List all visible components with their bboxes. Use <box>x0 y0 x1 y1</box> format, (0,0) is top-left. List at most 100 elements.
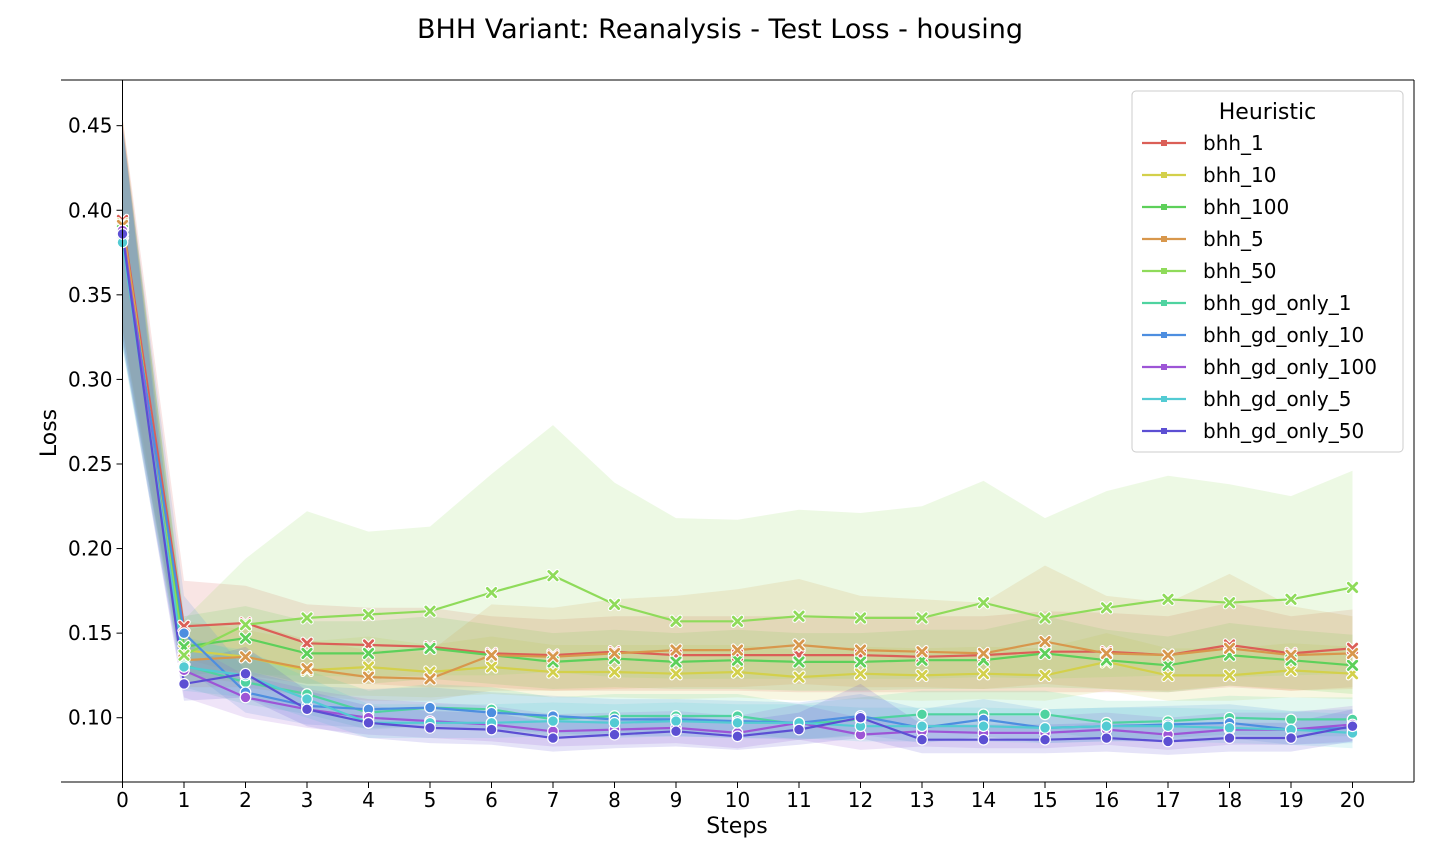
marker-cross <box>301 647 313 660</box>
data-point-bhh-50 <box>1038 611 1052 625</box>
data-point-bhh-gd-only-50 <box>424 721 436 734</box>
data-point-bhh-gd-only-50 <box>1100 732 1113 744</box>
marker-cross <box>731 644 744 656</box>
marker-cross <box>916 612 928 624</box>
marker-cross <box>424 642 436 654</box>
data-point-bhh-5 <box>1284 648 1298 662</box>
marker-cross <box>854 656 867 668</box>
legend-label: bhh_100 <box>1203 195 1289 219</box>
data-point-bhh-gd-only-50 <box>1162 735 1174 748</box>
marker-cross <box>793 656 805 668</box>
marker-cross <box>977 668 990 680</box>
data-point-bhh-10 <box>915 668 929 683</box>
data-point-bhh-gd-only-5 <box>670 715 682 728</box>
data-point-bhh-50 <box>300 611 314 625</box>
legend-entry-bhh-gd-only-100: bhh_gd_only_100 <box>1142 355 1377 379</box>
data-point-bhh-gd-only-50 <box>362 716 375 729</box>
legend-swatch-marker <box>1161 300 1167 306</box>
data-point-bhh-50 <box>546 568 560 583</box>
data-point-bhh-gd-only-100 <box>239 691 252 704</box>
data-point-bhh-gd-only-5 <box>608 716 621 729</box>
y-tick-label: 0.10 <box>68 706 113 730</box>
data-point-bhh-gd-only-10 <box>178 627 190 640</box>
legend: Heuristic bhh_1 bhh_10 bhh_100 bhh_5 bhh_50bh… <box>1131 90 1404 453</box>
data-point-bhh-5 <box>792 638 806 652</box>
legend-label: bhh_gd_only_100 <box>1203 355 1377 379</box>
marker-cross <box>301 663 313 675</box>
marker-cross <box>1346 647 1359 660</box>
legend-label: bhh_gd_only_5 <box>1203 387 1351 411</box>
marker-cross <box>1162 649 1174 661</box>
data-point-bhh-50 <box>1161 592 1175 607</box>
marker-cross <box>485 586 498 599</box>
data-point-bhh-50 <box>1222 595 1237 610</box>
marker-cross <box>1223 669 1236 682</box>
data-point-bhh-gd-only-50 <box>239 667 252 680</box>
marker-cross <box>1039 669 1051 682</box>
data-point-bhh-gd-only-5 <box>1223 721 1236 734</box>
data-point-bhh-5 <box>853 643 868 657</box>
legend-swatch-marker <box>1161 428 1167 434</box>
data-point-bhh-50 <box>1284 592 1298 607</box>
data-point-bhh-100 <box>361 646 376 661</box>
data-point-bhh-100 <box>300 646 314 661</box>
marker-cross <box>239 619 252 631</box>
data-point-bhh-100 <box>423 641 437 656</box>
data-point-bhh-10 <box>607 665 622 679</box>
data-point-bhh-10 <box>792 670 806 684</box>
data-point-bhh-gd-only-5 <box>547 715 559 728</box>
legend-title: Heuristic <box>1219 100 1316 125</box>
marker-cross <box>670 615 682 627</box>
data-point-bhh-10 <box>853 667 868 681</box>
data-point-bhh-10 <box>669 667 683 681</box>
marker-cross <box>977 597 990 609</box>
data-point-bhh-gd-only-50 <box>178 677 190 690</box>
data-point-bhh-5 <box>1038 634 1052 649</box>
x-tick-label: 17 <box>1155 788 1180 812</box>
legend-swatch-marker <box>1161 364 1167 370</box>
marker-cross <box>1162 659 1174 671</box>
data-point-bhh-10 <box>484 660 499 674</box>
data-point-bhh-5 <box>546 650 560 664</box>
confidence-band-bhh-10 <box>122 117 1353 701</box>
data-point-bhh-gd-only-1 <box>916 708 928 721</box>
data-point-bhh-50 <box>853 611 868 625</box>
marker-cross <box>854 612 867 624</box>
marker-cross <box>239 651 252 663</box>
data-point-bhh-10 <box>1222 668 1237 683</box>
data-point-bhh-5 <box>1099 646 1114 661</box>
data-point-bhh-gd-only-50 <box>670 725 682 738</box>
data-point-bhh-gd-only-5 <box>301 693 313 706</box>
marker-cross <box>608 666 621 678</box>
data-point-bhh-gd-only-50 <box>1346 720 1359 733</box>
marker-cross <box>1223 642 1236 654</box>
marker-cross <box>1346 659 1359 671</box>
data-point-bhh-5 <box>484 648 499 662</box>
marker-cross <box>608 647 621 660</box>
data-point-bhh-gd-only-50 <box>608 728 621 741</box>
data-point-bhh-5 <box>1345 646 1360 661</box>
marker-cross <box>485 661 498 673</box>
marker-cross <box>793 671 805 683</box>
data-point-bhh-5 <box>607 646 622 661</box>
marker-cross <box>178 649 190 661</box>
x-tick-label: 10 <box>725 788 750 812</box>
x-tick-label: 13 <box>909 788 934 812</box>
marker-cross <box>1100 647 1113 660</box>
data-point-bhh-gd-only-50 <box>793 723 805 736</box>
data-point-bhh-gd-only-50 <box>731 730 744 743</box>
axes: 0 1 2 3 4 5 6 7 8 9 10 11 12 13 14 15 16 17 18 19 200.100.15… <box>61 79 1415 812</box>
marker-cross <box>731 654 744 666</box>
marker-cross <box>854 644 867 656</box>
data-point-bhh-gd-only-5 <box>1100 720 1113 733</box>
data-point-bhh-5 <box>238 650 253 664</box>
x-tick-label: 7 <box>547 788 560 812</box>
data-point-bhh-gd-only-50 <box>485 723 498 736</box>
legend-swatch-marker <box>1161 140 1167 146</box>
data-point-bhh-10 <box>361 660 376 674</box>
marker-cross <box>239 632 252 644</box>
data-point-bhh-50 <box>177 648 191 662</box>
marker-cross <box>547 570 559 582</box>
data-point-bhh-5 <box>976 646 991 661</box>
y-tick-label: 0.35 <box>68 283 113 307</box>
